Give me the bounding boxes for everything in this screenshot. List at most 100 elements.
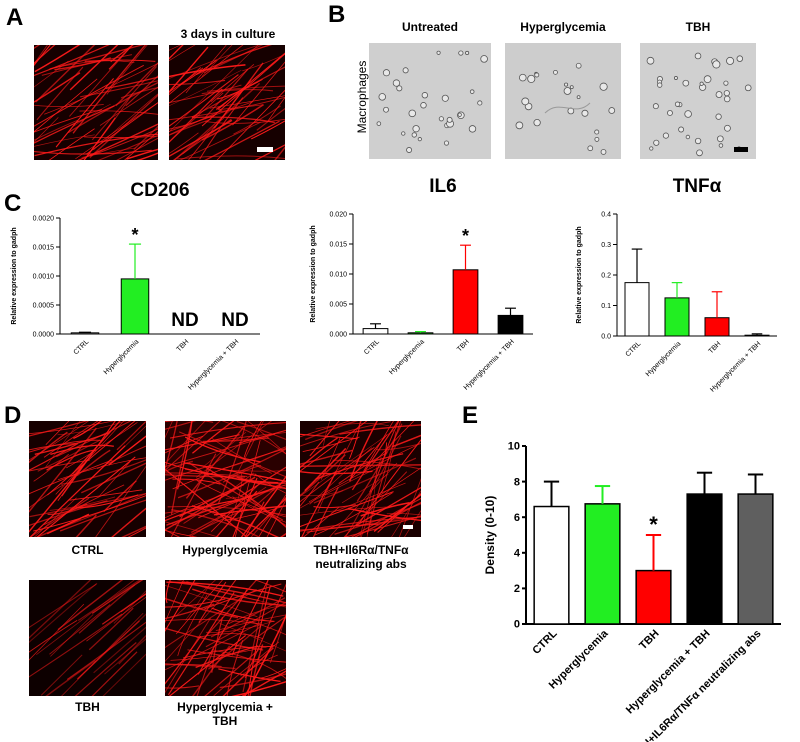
scale-bar [403,525,413,529]
y-axis-label: Relative expression to gadph [576,226,583,323]
chart-2: TNFα 0.0 0.1 0.2 0.3 0.4 Relative expression t… [576,176,777,394]
cell-dots [515,62,616,155]
caption-hyperglycemia: Hyperglycemia [182,543,268,557]
y-tick-label: 0.0010 [33,273,55,280]
y-tick-label: 0.0 [601,333,611,340]
y-axis-label: Relative expression to gadph [11,227,18,324]
bar [362,328,389,335]
x-tick-label: TBH [456,338,471,353]
fiber-lines [29,580,146,696]
y-tick-label: 0.015 [329,241,347,248]
x-tick-label: TBH [176,338,191,353]
bar [533,505,570,625]
bar [120,278,150,335]
fiber-lines [165,580,286,696]
bar [407,332,434,335]
scale-bar [734,147,748,152]
micrograph-tbh [640,43,756,159]
panel-b-col-untreated: Untreated [401,20,458,34]
chart-1: IL6 0.000 0.005 0.010 0.015 0.020 Relative exp… [310,176,533,392]
y-tick-label: 0.010 [329,271,347,278]
fiber-lines [165,421,286,537]
fiber-image-hyperglycemia [165,421,286,537]
y-tick-label: 0.020 [329,211,347,218]
x-tick-label: CTRL [363,338,381,356]
panel-c-label: C [4,190,22,217]
fiber-image-hyperglycemia-tbh [165,580,286,696]
x-tick-label: Hyperglycemia + TBH [187,338,240,391]
y-tick-label: 0 [514,619,520,631]
bar [584,503,621,625]
y-tick-label: 0.1 [601,303,611,310]
fiber-image-tbh [29,580,146,696]
x-tick-label: Hyperglycemia [388,338,426,376]
chart-title: TNFα [673,176,722,197]
scale-bar [257,147,273,152]
panel-a-caption: 3 days in culture [180,27,276,41]
panel-d-label: D [4,402,22,429]
caption-tbh: TBH [75,700,100,714]
fiber-image-ctrl [29,421,146,537]
bar [497,314,524,335]
y-tick-label: 0.0020 [33,215,55,222]
fiber-lines [169,45,285,160]
panel-b-col-tbh: TBH [685,20,711,34]
cell-dots [376,50,488,153]
bar [704,317,730,337]
y-axis-label: Density (0-10) [483,496,497,575]
x-tick-label: CTRL [73,338,91,356]
chart-0: CD206 0.0000 0.0005 0.0010 0.0015 0.0020 Relat… [11,180,260,392]
nd-label: ND [221,310,248,331]
micrograph-untreated [369,43,491,159]
y-tick-label: 0.4 [601,211,611,218]
y-tick-label: 0.0000 [33,331,55,338]
y-tick-label: 0.0005 [33,302,55,309]
nd-label: ND [171,310,198,331]
significance-marker: * [131,225,138,245]
bar [686,493,723,625]
fiber-lines [29,421,146,537]
chart-title: CD206 [130,180,189,201]
bar [70,332,100,335]
bar [635,569,672,625]
caption-hyperglycemia-tbh: Hyperglycemia + TBH [177,700,273,728]
fiber-lines [34,45,158,160]
fiber-image-day3 [169,45,285,160]
x-tick-label: Hyperglycemia + TBH [463,338,516,391]
caption-ctrl: CTRL [71,543,104,557]
y-tick-label: 6 [514,512,520,524]
x-tick-label: CTRL [625,340,643,358]
x-tick-label: Hyperglycemia + TBH [624,628,713,717]
panel-a-label: A [6,4,24,31]
x-tick-label: Hyperglycemia [103,338,141,376]
significance-marker: * [649,512,658,537]
y-tick-label: 0.0015 [33,244,55,251]
fiber-image-tbh-neutralizing [300,421,421,537]
y-tick-label: 0.3 [601,242,611,249]
micrograph-hyperglycemia [505,43,621,159]
chart-title: IL6 [429,176,456,197]
panel-b-label: B [328,1,346,28]
fiber-image-day0 [34,45,158,160]
x-tick-label: TBH [637,628,662,653]
y-tick-label: 10 [508,441,520,453]
bar [737,493,774,625]
x-tick-label: CTRL [530,627,559,656]
caption-tbh-neutralizing: TBH+Il6Rα/TNFα neutralizing abs [313,543,409,571]
bar [452,269,479,335]
y-tick-label: 0.005 [329,301,347,308]
bar [664,297,690,337]
x-tick-label: TBH [708,340,723,355]
y-tick-label: 8 [514,476,520,488]
x-tick-label: Hyperglycemia [645,340,683,378]
significance-marker: * [462,226,469,246]
panel-e-label: E [462,402,479,429]
y-tick-label: 0.000 [329,331,347,338]
cell-dots [646,52,752,157]
panel-b-col-hyperglycemia: Hyperglycemia [520,20,606,34]
y-tick-label: 2 [514,583,520,595]
y-tick-label: 0.2 [601,272,611,279]
